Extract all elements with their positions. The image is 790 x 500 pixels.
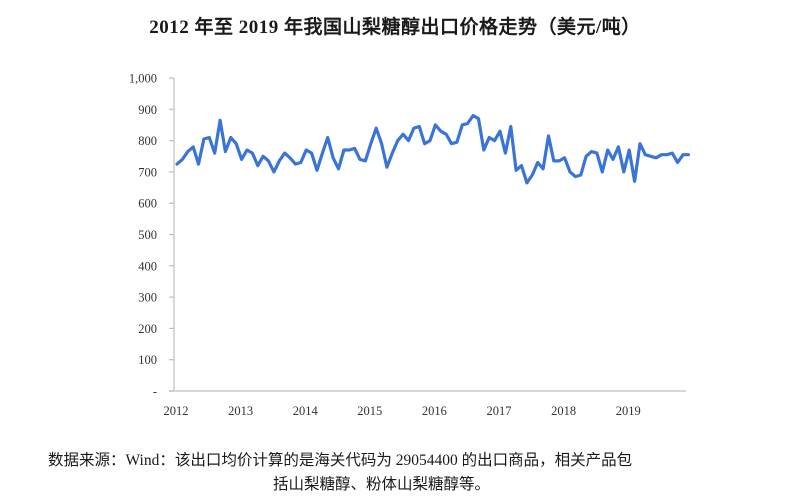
x-tick-label: 2016 bbox=[422, 404, 447, 418]
x-tick-label: 2014 bbox=[293, 404, 319, 418]
chart-title: 2012 年至 2019 年我国山梨糖醇出口价格走势（美元/吨） bbox=[149, 17, 641, 38]
x-tick-label: 2012 bbox=[164, 404, 189, 418]
x-tick-label: 2015 bbox=[357, 404, 382, 418]
price-series-line bbox=[175, 113, 691, 185]
source-line-1: 数据来源：Wind：该出口均价计算的是海关代码为 29054400 的出口商品，… bbox=[48, 452, 633, 469]
y-tick-label: 200 bbox=[138, 322, 157, 336]
y-tick-label: 100 bbox=[138, 353, 157, 367]
x-tick-label: 2017 bbox=[487, 404, 512, 418]
y-tick-label: 700 bbox=[138, 165, 157, 179]
y-axis: - 100 200 300 400 500 600 700 800 900 1,000 bbox=[129, 72, 175, 399]
x-tick-label: 2013 bbox=[228, 404, 253, 418]
x-axis: 2012 2013 2014 2015 2016 2017 2018 2019 bbox=[164, 390, 686, 418]
y-tick-label: 600 bbox=[138, 197, 157, 211]
y-tick-label: 400 bbox=[138, 259, 157, 273]
y-tick-label: 300 bbox=[138, 291, 157, 305]
source-note: 数据来源：Wind：该出口均价计算的是海关代码为 29054400 的出口商品，… bbox=[48, 449, 768, 497]
source-line-2: 括山梨糖醇、粉体山梨糖醇等。 bbox=[273, 476, 491, 493]
y-tick-label: 800 bbox=[138, 134, 157, 148]
x-tick-label: 2018 bbox=[551, 404, 576, 418]
y-tick-label: - bbox=[153, 385, 157, 399]
y-tick-label: 500 bbox=[138, 228, 157, 242]
x-tick-label: 2019 bbox=[616, 404, 641, 418]
y-tick-label: 900 bbox=[138, 103, 157, 117]
y-tick-label: 1,000 bbox=[129, 72, 157, 86]
